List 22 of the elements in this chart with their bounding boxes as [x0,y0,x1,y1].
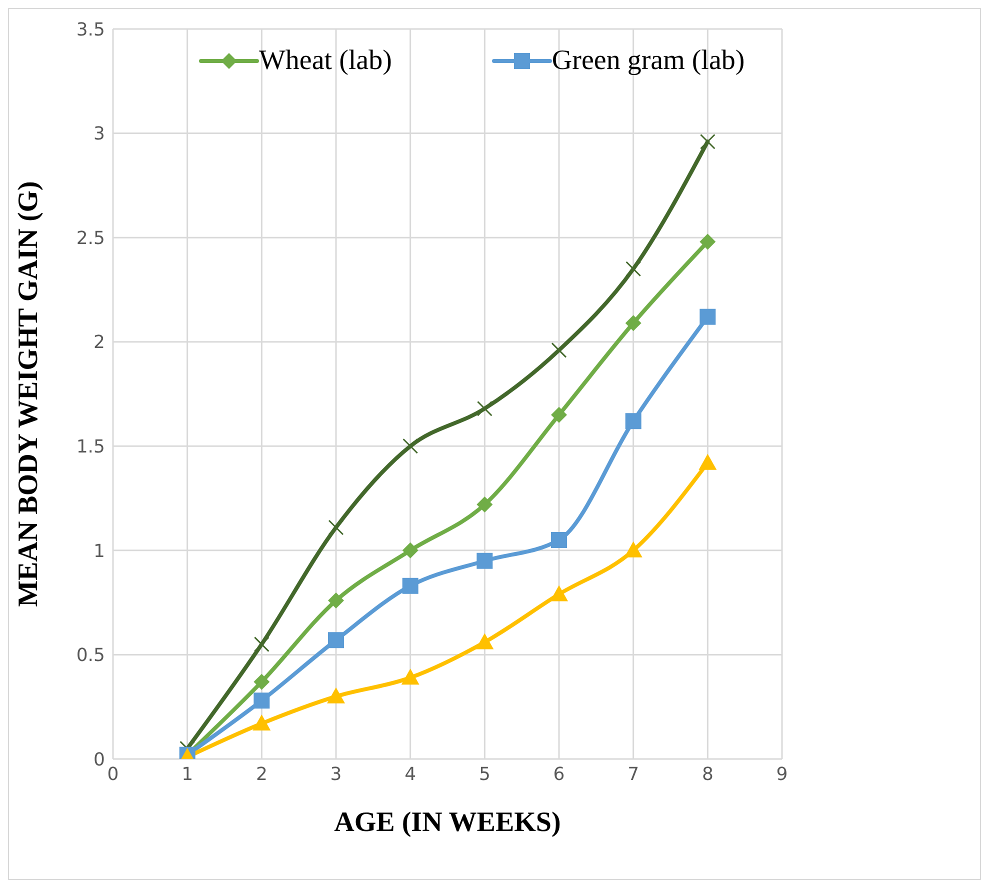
x-tick-label: 4 [404,764,416,785]
x-tick-label: 6 [553,764,565,785]
legend-label: Green gram (lab) [552,45,745,77]
x-tick-label: 3 [330,764,342,785]
y-tick-label: 1 [94,540,105,562]
y-tick-label: 2 [94,332,105,354]
x-tick-label: 7 [628,764,640,785]
legend-label: Wheat (lab) [259,45,392,77]
y-tick-label: 3.5 [76,19,105,40]
y-tick-label: 3 [94,124,105,145]
y-tick-label: 0.5 [76,645,105,666]
y-tick-label: 0 [94,749,105,770]
x-tick-label: 9 [776,764,788,785]
y-axis-title: MEAN BODY WEIGHT GAIN (G) [12,181,44,607]
x-tick-label: 0 [107,764,119,785]
x-tick-label: 8 [702,764,714,785]
x-tick-label: 1 [182,764,194,785]
x-tick-label: 2 [256,764,268,785]
y-tick-label: 1.5 [76,436,105,458]
x-tick-label: 5 [478,764,490,785]
x-axis-title: AGE (IN WEEKS) [334,807,561,838]
y-tick-label: 2.5 [76,228,105,249]
